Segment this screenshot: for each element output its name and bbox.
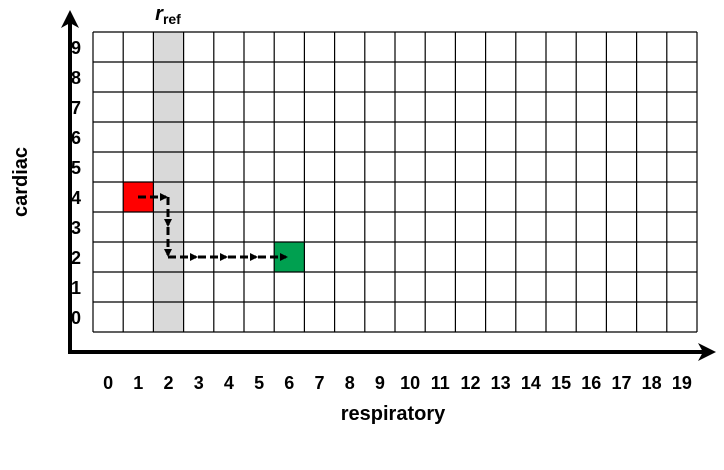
y-axis-label: cardiac (10, 147, 32, 217)
x-tick-label: 19 (672, 373, 692, 393)
path-arrows (138, 193, 288, 261)
x-tick-label: 3 (194, 373, 204, 393)
x-tick-label: 9 (375, 373, 385, 393)
y-tick-label: 7 (71, 98, 81, 118)
y-tick-label: 3 (71, 218, 81, 238)
y-tick-label: 9 (71, 38, 81, 58)
y-tick-label: 8 (71, 68, 81, 88)
reference-subscript: ref (163, 11, 181, 27)
x-tick-label: 8 (345, 373, 355, 393)
y-tick-label: 4 (71, 188, 81, 208)
x-tick-label: 17 (611, 373, 631, 393)
grid (92, 31, 698, 333)
x-tick-label: 18 (642, 373, 662, 393)
y-tick-label: 5 (71, 158, 81, 178)
x-tick-label: 4 (224, 373, 234, 393)
x-tick-label: 10 (400, 373, 420, 393)
end-cell (273, 242, 304, 272)
x-tick-label: 15 (551, 373, 571, 393)
x-tick-label: 7 (314, 373, 324, 393)
y-tick-label: 1 (71, 278, 81, 298)
x-axis-label: respiratory (341, 403, 446, 425)
reference-symbol: r (155, 3, 164, 25)
reference-label: rref (155, 3, 181, 27)
x-tick-label: 5 (254, 373, 264, 393)
x-tick-label: 14 (521, 373, 541, 393)
x-tick-label: 12 (460, 373, 480, 393)
x-tick-label: 1 (133, 373, 143, 393)
x-tick-label: 2 (163, 373, 173, 393)
x-tick-label: 11 (431, 373, 450, 393)
x-tick-label: 6 (284, 373, 294, 393)
x-tick-label: 13 (491, 373, 511, 393)
y-tick-label: 6 (71, 128, 81, 148)
y-tick-label: 0 (71, 308, 81, 328)
x-tick-label: 0 (103, 373, 113, 393)
y-tick-label: 2 (71, 248, 81, 268)
x-tick-label: 16 (581, 373, 601, 393)
